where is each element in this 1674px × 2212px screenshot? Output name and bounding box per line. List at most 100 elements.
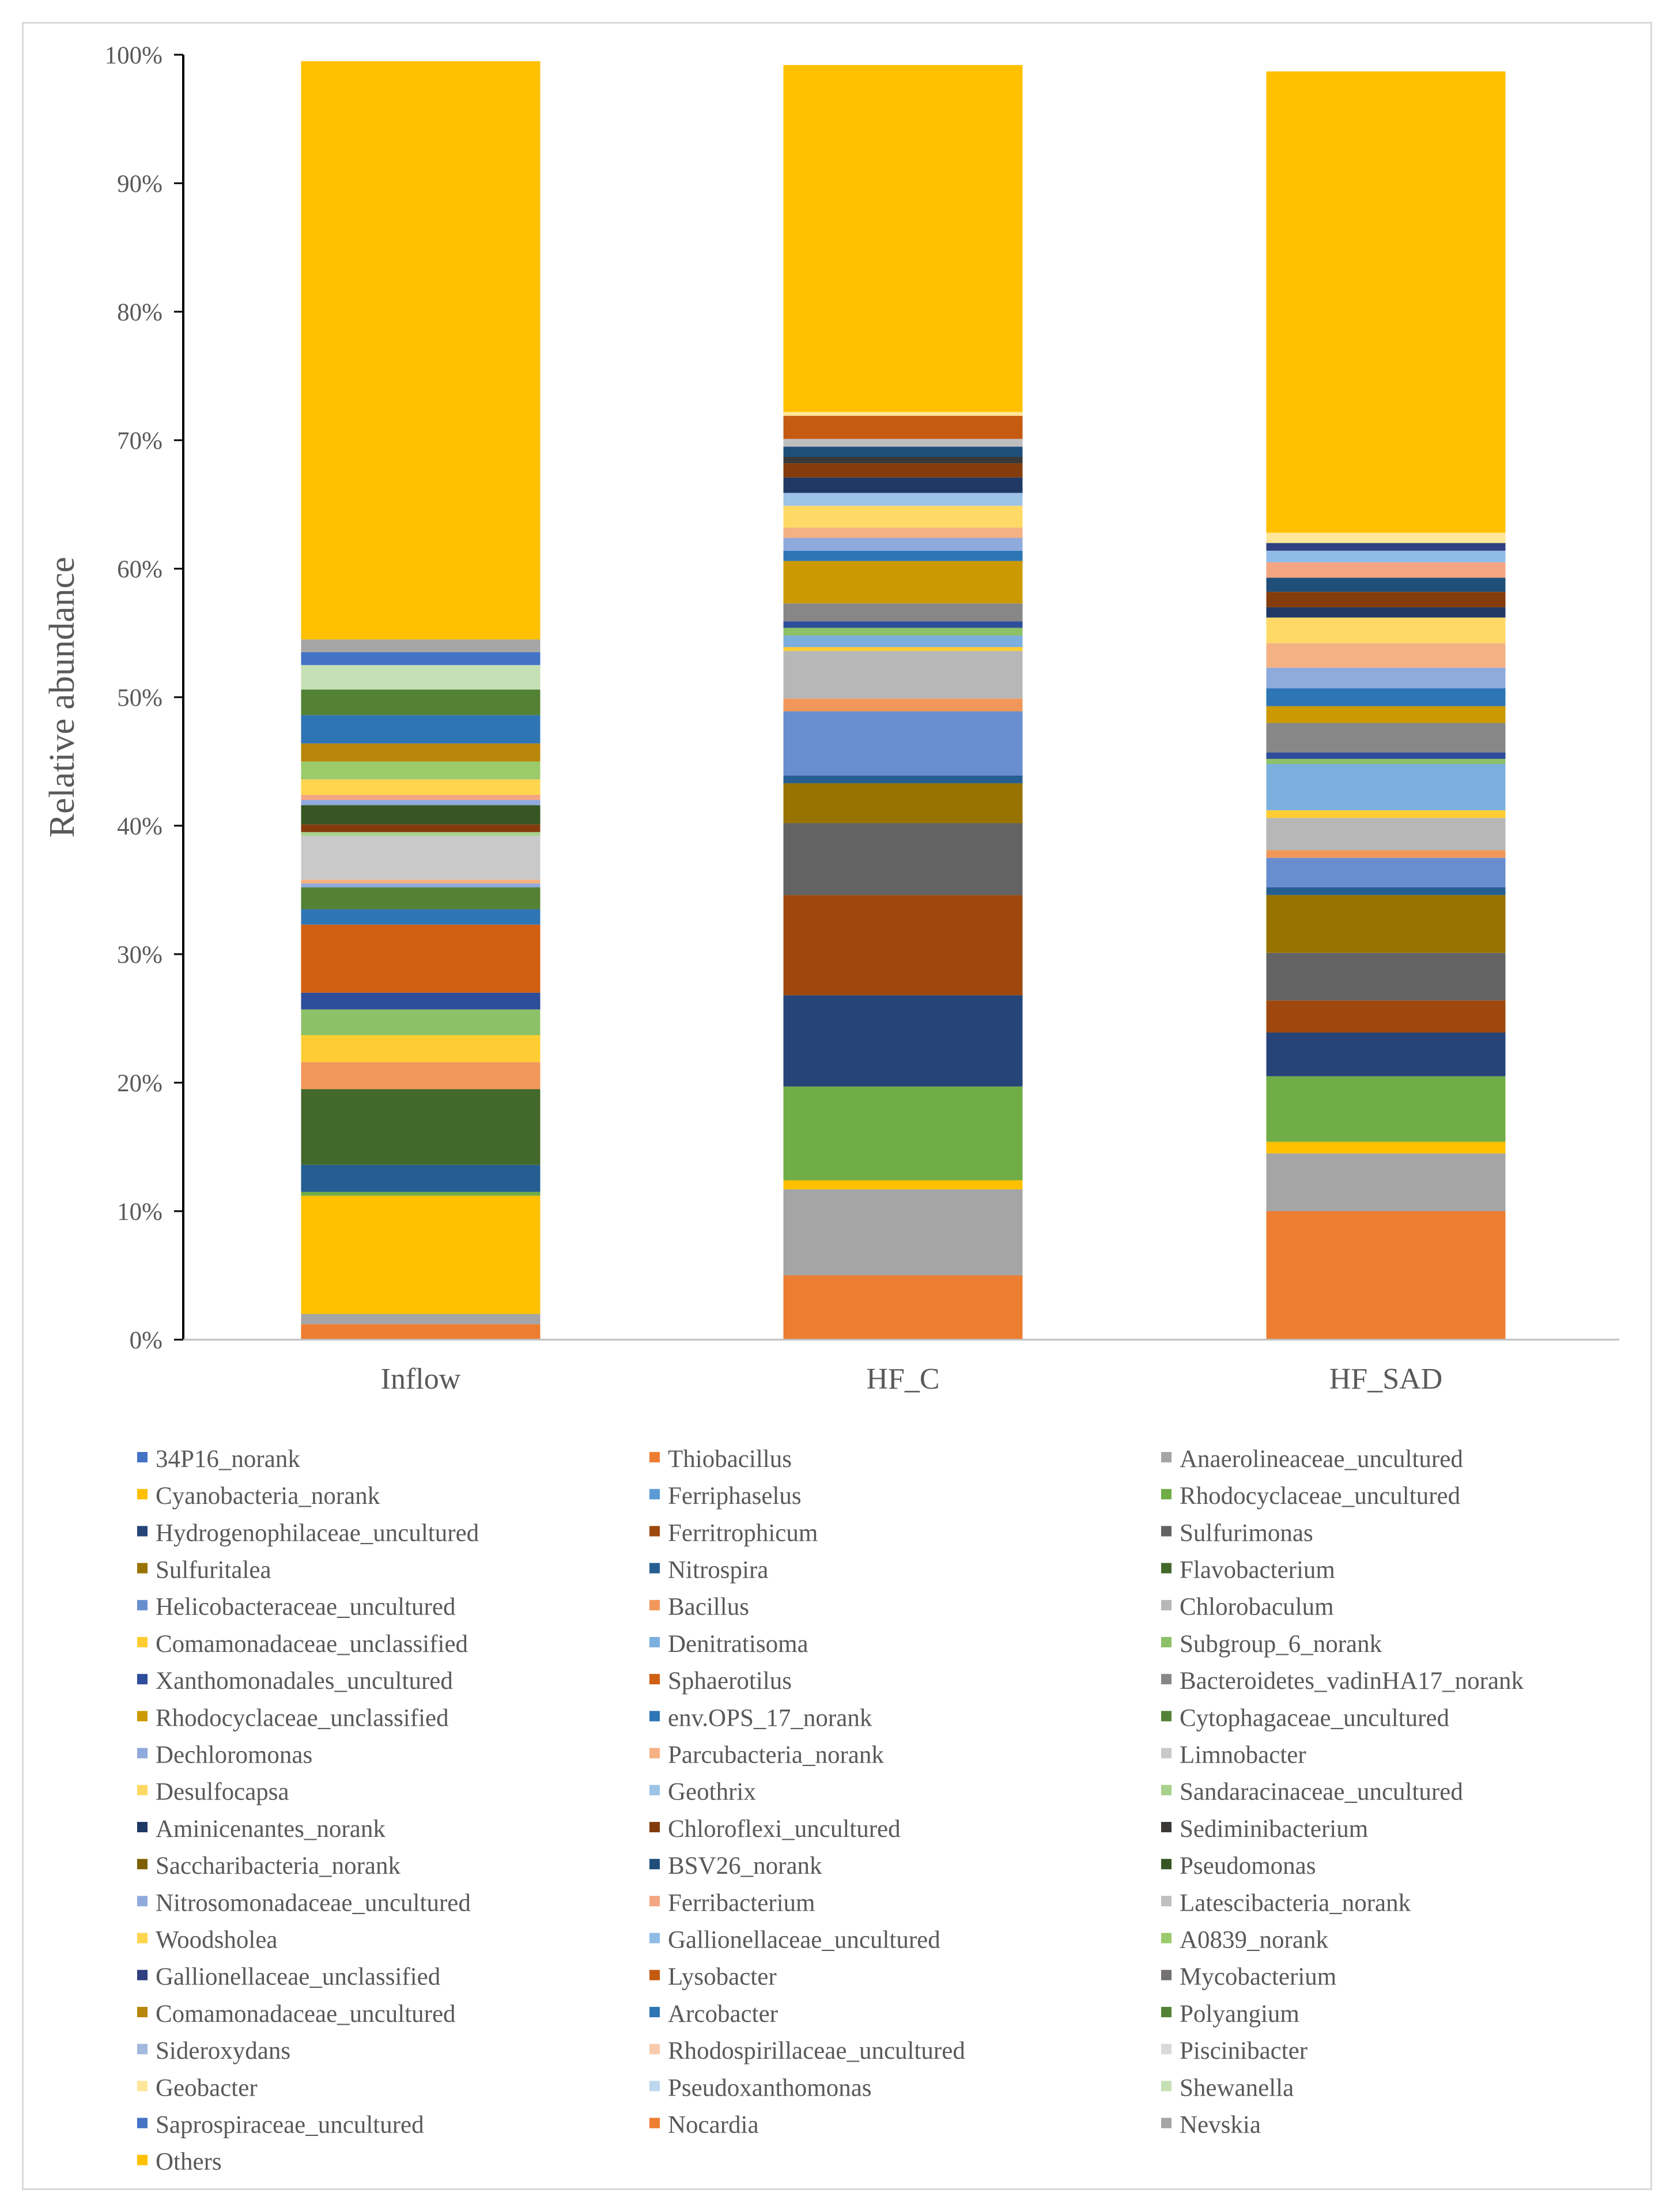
legend-label-gallionellaceae-unclassified: Gallionellaceae_unclassified (156, 1964, 440, 1991)
legend-swatch-bacteroidetes-vadinha17-norank (1161, 1674, 1172, 1685)
y-tick-label: 70% (117, 428, 163, 455)
legend-label-subgroup-6-norank: Subgroup_6_norank (1180, 1631, 1382, 1658)
bar-hf-c-geothrix (783, 493, 1023, 506)
bar-hf-c-rhodocyclaceae-uncultured (783, 1086, 1023, 1181)
legend-label-helicobacteraceae-uncultured: Helicobacteraceae_uncultured (156, 1594, 455, 1621)
legend-label-sulfurimonas: Sulfurimonas (1180, 1519, 1313, 1546)
bar-inflow-others (301, 61, 541, 640)
bar-hf-c-sulfuritalea (783, 783, 1023, 823)
legend-swatch-geobacter (137, 2081, 148, 2092)
bar-hf-c-ferritrophicum (783, 895, 1023, 996)
legend-label-thiobacillus: Thiobacillus (668, 1446, 792, 1473)
bar-hf-c-nocardia (783, 1275, 1023, 1340)
legend-label-bacillus: Bacillus (668, 1594, 749, 1621)
legend-label-saprospiraceae-uncultured: Saprospiraceae_uncultured (156, 2111, 424, 2138)
bar-hf-c-denitratisoma (783, 635, 1023, 648)
bar-hf-sad-xanthomonadales-uncultured (1266, 752, 1506, 759)
legend-label-chloroflexi-uncultured: Chloroflexi_uncultured (668, 1816, 901, 1843)
legend-label-cytophagaceae-uncultured: Cytophagaceae_uncultured (1180, 1704, 1449, 1731)
legend-label-a0839-norank: A0839_norank (1180, 1926, 1328, 1953)
legend-label-limnobacter: Limnobacter (1180, 1741, 1306, 1768)
legend-label-rhodospirillaceae-uncultured: Rhodospirillaceae_uncultured (668, 2037, 965, 2064)
legend-label-34p16-norank: 34P16_norank (156, 1446, 300, 1473)
bar-hf-c-sulfurimonas (783, 823, 1023, 895)
bar-hf-c-cyanobacteria-norank (783, 1180, 1023, 1190)
legend-swatch-comamonadaceae-uncultured (137, 2007, 148, 2017)
bar-hf-sad-sulfuritalea (1266, 895, 1506, 953)
legend-label-nocardia: Nocardia (668, 2111, 759, 2138)
legend-label-bsv26-norank: BSV26_norank (668, 1852, 822, 1880)
legend-swatch-rhodocyclaceae-uncultured (1161, 1489, 1172, 1500)
legend-swatch-a0839-norank (1161, 1933, 1172, 1943)
y-tick-label: 10% (117, 1198, 163, 1226)
legend-swatch-gallionellaceae-uncultured (649, 1933, 660, 1943)
bar-inflow-ferribacterium (301, 795, 541, 800)
bar-inflow-bacillus (301, 1062, 541, 1090)
legend-swatch-nocardia (649, 2118, 660, 2128)
legend-swatch-chloroflexi-uncultured (649, 1822, 660, 1832)
bar-inflow-subgroup-6-norank (301, 1009, 541, 1035)
legend-swatch-nevskia (1161, 2118, 1172, 2128)
bar-inflow-cytophagaceae-uncultured (301, 887, 541, 909)
bar-hf-sad-geobacter (1266, 532, 1506, 543)
bar-hf-sad-sulfurimonas (1266, 952, 1506, 1001)
legend-swatch-cyanobacteria-norank (137, 1489, 148, 1500)
legend-label-others: Others (156, 2149, 222, 2176)
legend-label-nevskia: Nevskia (1180, 2111, 1261, 2138)
legend-swatch-thiobacillus (649, 1452, 660, 1462)
legend-label-flavobacterium: Flavobacterium (1180, 1556, 1335, 1583)
bar-hf-sad-aminicenantes-norank (1266, 607, 1506, 618)
legend-swatch-latescibacteria-norank (1161, 1896, 1172, 1907)
bar-inflow-pseudomonas (301, 805, 541, 825)
bar-inflow-saprospiraceae-uncultured (301, 652, 541, 666)
legend-label-nitrospira: Nitrospira (668, 1556, 768, 1583)
legend-label-sulfuritalea: Sulfuritalea (156, 1556, 271, 1583)
bar-inflow-sphaerotilus (301, 924, 541, 993)
y-tick-label: 50% (117, 685, 163, 712)
legend-label-rhodocyclaceae-uncultured: Rhodocyclaceae_uncultured (1180, 1483, 1460, 1510)
legend-swatch-parcubacteria-norank (649, 1748, 660, 1759)
legend-swatch-bacillus (649, 1600, 660, 1610)
bar-hf-c-dechloromonas (783, 538, 1023, 551)
legend-swatch-denitratisoma (649, 1637, 660, 1647)
legend-label-geothrix: Geothrix (668, 1779, 756, 1806)
legend-swatch-limnobacter (1161, 1748, 1172, 1759)
legend-swatch-rhodocyclaceae-unclassified (137, 1711, 148, 1722)
legend-swatch-nitrosomonadaceae-uncultured (137, 1896, 148, 1907)
legend-label-geobacter: Geobacter (156, 2074, 258, 2101)
bar-inflow-limnobacter (301, 835, 541, 880)
legend-label-aminicenantes-norank: Aminicenantes_norank (156, 1816, 386, 1843)
y-axis-label: Relative abundance (43, 557, 82, 837)
legend-label-anaerolineaceae-uncultured: Anaerolineaceae_uncultured (1180, 1446, 1463, 1473)
y-tick-label: 80% (117, 299, 163, 326)
legend-label-sandaracinaceae-uncultured: Sandaracinaceae_uncultured (1180, 1779, 1463, 1806)
legend-swatch-mycobacterium (1161, 1969, 1172, 1980)
x-category-labels: Inflow HF_C HF_SAD (381, 1363, 1443, 1396)
legend-label-polyangium: Polyangium (1180, 2001, 1299, 2028)
y-tick-label: 100% (105, 42, 163, 69)
legend-label-shewanella: Shewanella (1180, 2074, 1294, 2101)
legend-swatch-gallionellaceae-unclassified (137, 1969, 148, 1980)
bar-hf-sad-nitrospira (1266, 887, 1506, 895)
legend-swatch-lysobacter (649, 1969, 660, 1980)
legend-swatch-polyangium (1161, 2007, 1172, 2017)
legend-label-piscinibacter: Piscinibacter (1180, 2037, 1308, 2064)
bar-hf-sad-gallionellaceae-unclassified (1266, 543, 1506, 551)
legend-label-hydrogenophilaceae-uncultured: Hydrogenophilaceae_uncultured (156, 1519, 479, 1546)
legend-swatch-ferribacterium (649, 1896, 660, 1907)
chart-frame (22, 22, 1652, 2190)
x-tick-label-hf-sad: HF_SAD (1329, 1363, 1443, 1396)
bar-hf-sad-env-ops-17-norank (1266, 688, 1506, 706)
y-tick-labels: 0% 10% 20% 30% 40% 50% 60% 70% 80% 90% 100% (105, 42, 183, 1354)
bar-inflow-nitrosomonadaceae-uncultured (301, 800, 541, 806)
bar-inflow-chloroflexi-uncultured (301, 824, 541, 833)
bar-inflow-shewanella (301, 665, 541, 690)
bar-segments (301, 61, 1506, 1340)
bar-inflow-xanthomonadales-uncultured (301, 992, 541, 1009)
legend-swatch-bsv26-norank (649, 1859, 660, 1870)
legend-swatch-sulfuritalea (137, 1563, 148, 1574)
bar-hf-c-bacteroidetes-vadinha17-norank (783, 603, 1023, 622)
bar-hf-c-rhodocyclaceae-unclassified (783, 561, 1023, 604)
legend-label-woodsholea: Woodsholea (156, 1926, 278, 1953)
legend-swatch-aminicenantes-norank (137, 1822, 148, 1832)
